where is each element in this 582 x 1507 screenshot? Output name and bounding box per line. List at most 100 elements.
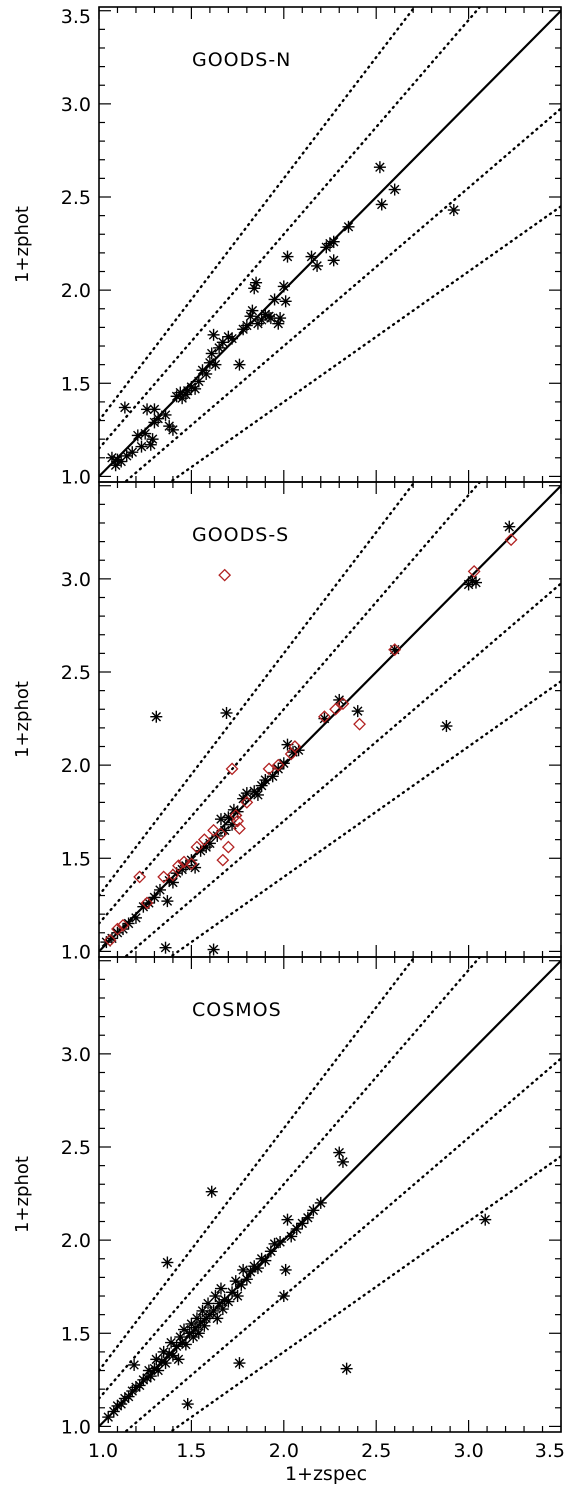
asterisk-marker [274,312,287,325]
asterisk-marker [375,198,388,211]
asterisk-marker [159,408,172,421]
asterisk-marker [233,1357,246,1370]
y-tick-label: 3.0 [61,1044,91,1066]
asterisk-marker [153,883,166,896]
diamond-marker [229,809,243,822]
asterisk-marker [251,788,264,801]
asterisk-marker [152,1364,165,1377]
diamond-marker [214,827,228,841]
asterisk-marker [305,250,318,263]
asterisk-marker [277,757,290,770]
asterisk-marker [159,941,172,954]
diamond-marker [207,823,220,837]
diamond-marker [388,643,402,657]
diamond-marker [288,740,302,753]
asterisk-marker [170,1340,183,1353]
asterisk-marker [172,1353,185,1366]
asterisk-marker [292,744,305,757]
asterisk-marker [277,1290,290,1303]
asterisk-marker [240,319,253,332]
y-tick-label: 3.5 [61,6,91,28]
offset-dotted-line [99,482,417,897]
asterisk-marker [479,1213,492,1226]
offset-dotted-line [99,957,417,1372]
diamond-marker [133,870,147,884]
offset-dotted-line [168,1155,561,1432]
x-tick-label: 2.0 [269,1440,299,1462]
y-tick-label: 2.0 [61,280,91,302]
panel-goods-n-y-axis-label: 1+zphot [12,206,33,283]
asterisk-marker [222,1295,235,1308]
asterisk-marker [333,1146,346,1159]
asterisk-marker [233,358,246,371]
asterisk-marker [166,423,179,436]
offset-dotted-line [168,680,561,957]
offset-dotted-line [123,582,561,957]
diamond-marker [329,702,342,716]
diamond-marker [225,762,239,776]
asterisk-marker [237,1263,250,1276]
offset-dotted-line [123,107,561,482]
asterisk-marker [333,693,346,706]
panel-goods-s-title: GOODS-S [192,524,289,546]
asterisk-marker [226,1286,239,1299]
asterisk-marker [202,1297,215,1310]
y-tick-label: 1.0 [61,1416,91,1438]
asterisk-marker [214,813,227,826]
panel-cosmos: 1.0 1.5 2.0 2.5 3.0 1.0 1.5 2.0 2.5 3.0 3.5 COSMO… [12,956,565,1485]
y-tick-label: 2.5 [61,1137,91,1159]
asterisk-marker [272,317,285,330]
asterisk-marker [281,250,294,263]
asterisk-marker [259,1254,272,1267]
y-tick-label: 1.5 [61,1323,91,1345]
asterisk-marker [340,1362,353,1375]
panel-goods-n-y-tick-labels: 1.0 1.5 2.0 2.5 3.0 3.5 [61,6,91,488]
y-tick-label: 2.0 [61,755,91,777]
asterisk-marker [148,891,161,904]
diamond-marker [103,933,117,947]
asterisk-marker [342,220,355,233]
y-tick-label: 3.0 [61,94,91,116]
panel-goods-s-y-axis-label: 1+zphot [12,681,33,758]
asterisk-marker [373,161,386,174]
y-tick-label: 1.0 [61,941,91,963]
asterisk-marker [235,1278,248,1291]
offset-dotted-line [168,205,561,482]
panel-goods-n-markers [105,161,460,472]
panel-cosmos-y-axis-label: 1+zphot [12,1156,33,1233]
asterisk-marker [150,710,163,723]
asterisk-marker [133,1379,146,1392]
asterisk-marker [351,705,364,718]
asterisk-marker [115,1398,128,1411]
diamond-marker [197,833,211,847]
panel-cosmos-y-tick-labels: 1.0 1.5 2.0 2.5 3.0 [61,1044,91,1439]
panel-cosmos-markers [102,1146,492,1424]
panel-cosmos-frame [98,956,562,1433]
asterisk-marker [266,770,279,783]
one-to-one-line [99,959,561,1428]
panel-goods-s-plot-area [99,482,561,957]
panel-goods-n-ticks [98,7,562,482]
asterisk-marker [161,895,174,908]
diamond-marker [467,564,481,578]
panel-cosmos-x-tick-labels: 1.0 1.5 2.0 2.5 3.0 3.5 [88,1440,565,1462]
y-tick-label: 3.0 [61,569,91,591]
asterisk-marker [327,235,340,248]
diamond-marker [116,918,130,932]
asterisk-marker [447,204,460,217]
asterisk-marker [189,861,202,874]
x-tick-label: 3.5 [535,1440,565,1462]
asterisk-marker [159,1357,172,1370]
asterisk-marker [226,332,239,345]
diamond-marker [111,922,124,936]
panel-goods-s-markers [100,520,518,956]
offset-dotted-line [99,482,482,925]
asterisk-marker [307,1204,320,1217]
asterisk-marker [388,183,401,196]
asterisk-marker [231,1290,244,1303]
offset-dotted-line [99,7,417,422]
asterisk-marker [469,576,482,589]
asterisk-marker [250,276,263,289]
asterisk-marker [200,367,213,380]
asterisk-marker [118,401,131,414]
